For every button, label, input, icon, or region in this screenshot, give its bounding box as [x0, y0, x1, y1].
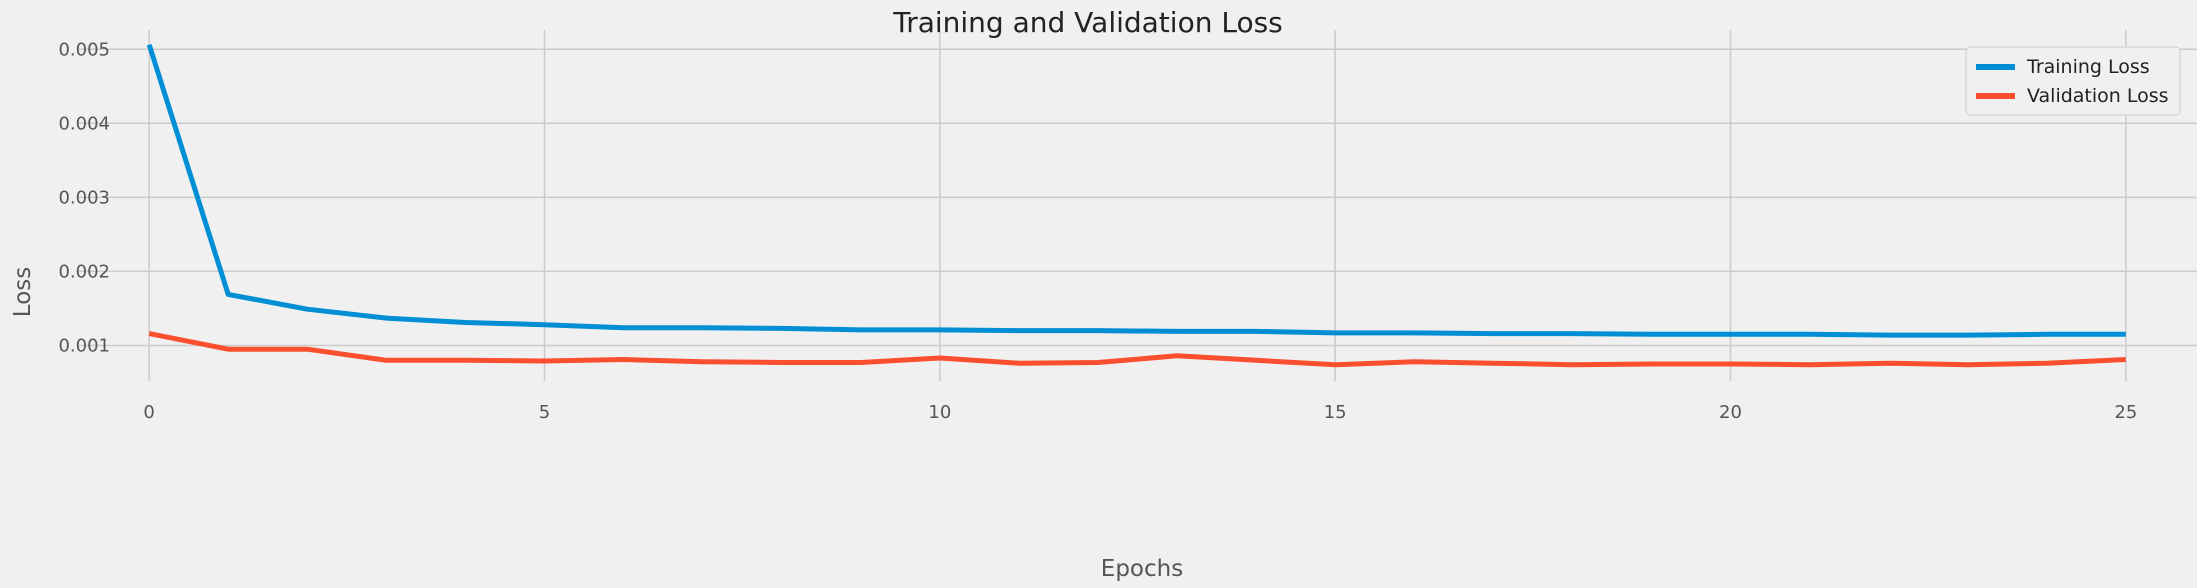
y-tick-label: 0.004 [58, 113, 110, 134]
legend-label-validation-loss: Validation Loss [2027, 85, 2169, 107]
tick-labels: 0 5 10 15 20 25 0.001 0.002 0.003 0.004 0.005 [58, 39, 2137, 423]
legend: Training Loss Validation Loss [1965, 46, 2181, 116]
y-tick-label: 0.003 [58, 187, 110, 208]
x-tick-label: 0 [143, 402, 154, 423]
series-line-training-loss [146, 44, 2126, 338]
x-tick-label: 25 [2114, 402, 2137, 423]
x-tick-label: 5 [539, 402, 550, 423]
y-axis-label: Loss [10, 267, 36, 317]
y-tick-label: 0.002 [58, 261, 110, 282]
legend-label-training-loss: Training Loss [2026, 56, 2150, 78]
x-axis-label: Epochs [1101, 556, 1183, 582]
series-lines [146, 44, 2126, 368]
y-tick-label: 0.001 [58, 335, 110, 356]
y-tick-label: 0.005 [58, 39, 110, 60]
series-line-validation-loss [148, 331, 2126, 368]
x-tick-label: 15 [1324, 402, 1347, 423]
legend-box [1965, 46, 2181, 116]
x-tick-label: 20 [1719, 402, 1742, 423]
chart-title: Training and Validation Loss [892, 6, 1283, 39]
x-tick-label: 10 [928, 402, 951, 423]
